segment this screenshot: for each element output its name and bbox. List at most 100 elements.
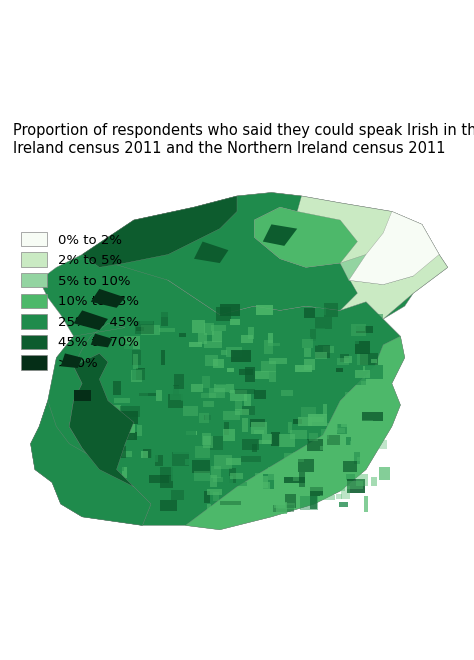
Polygon shape [299,416,311,426]
Polygon shape [185,459,195,465]
Polygon shape [279,434,294,447]
Polygon shape [202,433,211,446]
Polygon shape [289,377,305,384]
Polygon shape [304,359,316,370]
Polygon shape [226,347,242,358]
Polygon shape [61,353,82,368]
Polygon shape [358,330,376,336]
Polygon shape [261,477,280,484]
Polygon shape [301,339,313,348]
Polygon shape [284,477,305,483]
Polygon shape [172,453,189,466]
Polygon shape [136,327,144,331]
Polygon shape [308,328,325,341]
Polygon shape [205,414,220,428]
Polygon shape [328,436,340,445]
Polygon shape [346,392,361,404]
Polygon shape [295,365,312,372]
Polygon shape [320,446,333,450]
Polygon shape [159,329,175,333]
Polygon shape [378,440,387,449]
Polygon shape [323,346,334,353]
Polygon shape [276,492,287,496]
Polygon shape [186,383,196,388]
Polygon shape [192,459,210,473]
Polygon shape [310,487,323,496]
Polygon shape [288,422,292,433]
Polygon shape [213,477,222,482]
Polygon shape [211,466,221,478]
Polygon shape [327,468,338,477]
Polygon shape [265,493,272,503]
Polygon shape [119,406,140,417]
Polygon shape [251,422,267,434]
Polygon shape [310,339,318,346]
Polygon shape [189,342,202,347]
Polygon shape [132,369,147,380]
Polygon shape [362,412,383,420]
Polygon shape [194,242,228,263]
Polygon shape [284,453,294,467]
Polygon shape [108,405,121,412]
Polygon shape [343,461,356,473]
Polygon shape [213,492,219,501]
Polygon shape [357,354,368,366]
Polygon shape [134,193,448,319]
Polygon shape [299,472,305,486]
Polygon shape [361,381,366,391]
Polygon shape [349,211,439,284]
Polygon shape [207,504,211,511]
Polygon shape [251,482,270,494]
Polygon shape [336,428,345,433]
Polygon shape [258,440,273,444]
Polygon shape [324,304,337,317]
Polygon shape [273,506,294,512]
Polygon shape [319,495,335,500]
Polygon shape [233,351,252,360]
Legend: 0% to 2%, 2% to 5%, 5% to 10%, 10% to 25%, 25% to 45%, 45% to 70%, >70%: 0% to 2%, 2% to 5%, 5% to 10%, 10% to 25… [16,226,144,375]
Polygon shape [185,336,405,530]
Polygon shape [370,401,375,405]
Polygon shape [91,333,112,347]
Polygon shape [264,341,273,354]
Polygon shape [346,480,364,489]
Polygon shape [242,405,255,416]
Polygon shape [229,469,237,482]
Polygon shape [300,496,318,510]
Polygon shape [204,491,210,503]
Polygon shape [250,419,265,427]
Polygon shape [201,393,216,398]
Polygon shape [133,354,138,369]
Polygon shape [149,475,169,483]
Polygon shape [123,432,137,440]
Polygon shape [82,193,357,315]
Polygon shape [231,350,251,362]
Polygon shape [181,389,199,401]
Polygon shape [328,459,334,466]
Polygon shape [135,321,154,334]
Polygon shape [278,503,295,510]
Polygon shape [131,370,142,382]
Polygon shape [268,343,280,346]
Polygon shape [113,381,121,395]
Polygon shape [121,434,134,439]
Polygon shape [293,451,304,461]
Polygon shape [242,439,259,450]
Polygon shape [214,384,234,393]
Polygon shape [230,473,243,479]
Polygon shape [268,467,285,480]
Polygon shape [370,404,383,408]
Polygon shape [347,376,365,385]
Polygon shape [349,333,359,344]
Polygon shape [30,401,151,525]
Polygon shape [340,486,350,499]
Polygon shape [190,490,195,497]
Polygon shape [141,325,160,335]
Polygon shape [173,440,191,454]
Polygon shape [351,324,366,337]
Polygon shape [212,331,222,342]
Polygon shape [125,336,140,348]
Polygon shape [310,329,316,341]
Text: Proportion of respondents who said they could speak Irish in the
Ireland census : Proportion of respondents who said they … [13,123,474,156]
Polygon shape [229,389,247,401]
